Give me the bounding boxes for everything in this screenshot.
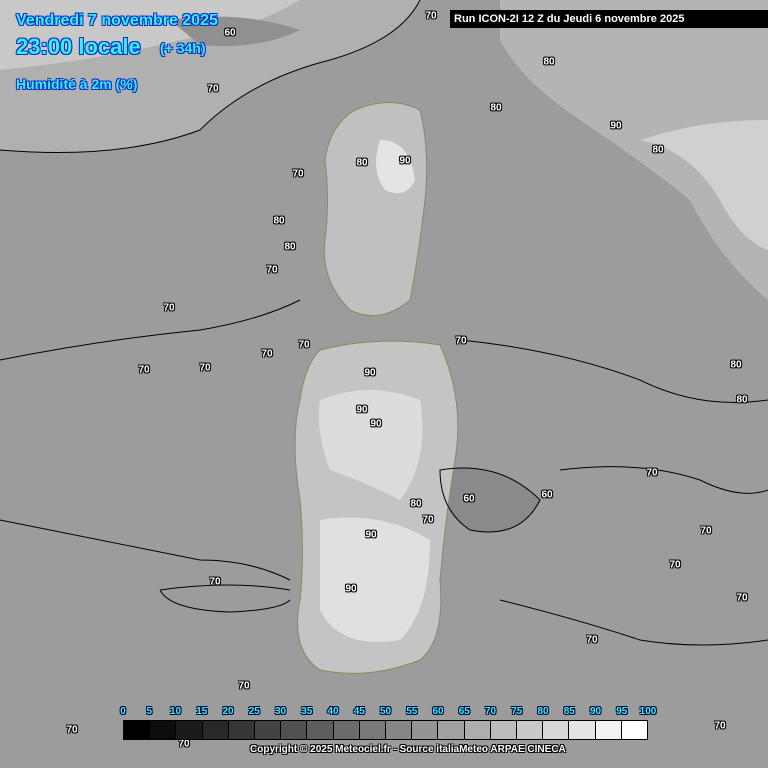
contour-label: 70 <box>209 576 221 588</box>
contour-label: 70 <box>425 10 437 22</box>
variable-title: Humidité à 2m (%) <box>16 76 138 92</box>
legend-tick-label: 95 <box>616 706 628 717</box>
legend-tick-label: 30 <box>274 706 287 717</box>
legend-tick-label: 75 <box>511 706 523 717</box>
contour-label: 60 <box>224 27 236 39</box>
legend-swatch <box>333 721 360 739</box>
contour-label: 60 <box>541 489 553 501</box>
contour-label: 90 <box>610 120 622 132</box>
legend-swatch <box>202 721 229 739</box>
contour-label: 70 <box>700 525 712 537</box>
forecast-lead-time: (+ 34h) <box>160 40 206 56</box>
legend-tick-label: 90 <box>589 706 602 717</box>
legend-tick-label: 100 <box>639 706 657 717</box>
contour-label: 70 <box>163 302 175 314</box>
humid-zone <box>500 0 768 300</box>
forecast-date: Vendredi 7 novembre 2025 <box>16 12 218 29</box>
contour-label: 90 <box>365 529 377 541</box>
contour-label: 70 <box>292 168 304 180</box>
contour-label: 70 <box>238 680 250 692</box>
contour-label: 70 <box>298 339 310 351</box>
legend-swatch <box>621 721 648 739</box>
contour-label: 70 <box>455 335 467 347</box>
contour-label: 80 <box>273 215 285 227</box>
legend-tick-label: 65 <box>458 706 470 717</box>
legend-swatch <box>281 721 308 739</box>
legend-swatch <box>386 721 413 739</box>
contour-label: 70 <box>178 738 190 750</box>
legend-tick-label: 80 <box>537 706 549 717</box>
legend-swatch <box>464 721 491 739</box>
legend-tick-label: 70 <box>484 706 497 717</box>
contour-label: 90 <box>364 367 376 379</box>
contour-label: 90 <box>345 583 357 595</box>
legend-swatch <box>255 721 282 739</box>
contour-label: 70 <box>207 83 219 95</box>
contour-label: 90 <box>356 404 368 416</box>
contour-label: 70 <box>422 514 434 526</box>
legend-tick-label: 40 <box>327 706 339 717</box>
contour-label: 80 <box>543 56 555 68</box>
contour-label: 80 <box>284 241 296 253</box>
legend-swatch <box>438 721 465 739</box>
humid-zone <box>318 390 423 500</box>
dry-zone <box>170 16 300 46</box>
contour-label: 90 <box>370 418 382 430</box>
legend-swatch <box>307 721 334 739</box>
legend-tick-label: 55 <box>406 706 418 717</box>
legend-swatch <box>595 721 622 739</box>
legend-tick-label: 10 <box>169 706 182 717</box>
contour-label: 70 <box>586 634 598 646</box>
legend-tick-label: 20 <box>222 706 234 717</box>
legend-tick-label: 60 <box>432 706 444 717</box>
contour-label: 80 <box>356 157 368 169</box>
legend-tick-label: 45 <box>353 706 365 717</box>
legend-tick-label: 50 <box>379 706 392 717</box>
contour-label: 70 <box>646 467 658 479</box>
forecast-time: 23:00 locale <box>16 34 141 59</box>
copyright-text: Copyright © 2025 Meteociel.fr - Source i… <box>250 744 566 755</box>
legend-swatch <box>124 721 151 739</box>
legend-swatch <box>490 721 518 739</box>
contour-label: 70 <box>261 348 273 360</box>
contour-label: 70 <box>714 720 726 732</box>
legend-tick-label: 85 <box>563 706 575 717</box>
legend-swatch <box>150 721 177 739</box>
legend-swatch <box>569 721 596 739</box>
humid-zone <box>376 140 415 194</box>
contour-label: 80 <box>490 102 502 114</box>
legend-swatch <box>517 721 544 739</box>
contour-label: 80 <box>736 394 748 406</box>
contour-label: 70 <box>138 364 150 376</box>
contour-label: 80 <box>410 498 422 510</box>
legend-tick-label: 35 <box>301 706 313 717</box>
contour-label: 80 <box>652 144 664 156</box>
legend-swatch <box>176 721 203 739</box>
humid-zone <box>320 517 430 642</box>
legend-tick-label: 5 <box>146 706 153 717</box>
contour-label: 70 <box>66 724 78 736</box>
contour-label: 70 <box>736 592 748 604</box>
legend-swatch <box>359 721 387 739</box>
dry-zone <box>440 468 540 532</box>
legend-tick-label: 25 <box>248 706 260 717</box>
legend-swatch <box>543 721 570 739</box>
contour-label: 70 <box>199 362 211 374</box>
color-scale-legend <box>123 720 648 740</box>
legend-tick-label: 0 <box>120 706 126 717</box>
legend-swatch <box>412 721 439 739</box>
contour-label: 70 <box>669 559 681 571</box>
humid-zone <box>640 120 768 250</box>
legend-tick-label: 15 <box>196 706 208 717</box>
contour-label: 60 <box>463 493 475 505</box>
legend-swatch <box>228 721 256 739</box>
corsica-landmass <box>323 102 428 317</box>
contour-label: 80 <box>730 359 742 371</box>
contour-label: 70 <box>266 264 278 276</box>
contour-label: 90 <box>399 155 411 167</box>
model-run-banner: Run ICON-2I 12 Z du Jeudi 6 novembre 202… <box>450 10 768 28</box>
